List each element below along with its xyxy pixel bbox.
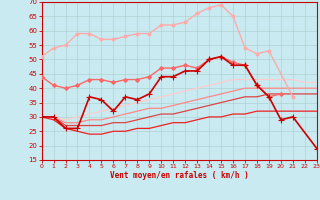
X-axis label: Vent moyen/en rafales ( km/h ): Vent moyen/en rafales ( km/h ) (110, 171, 249, 180)
